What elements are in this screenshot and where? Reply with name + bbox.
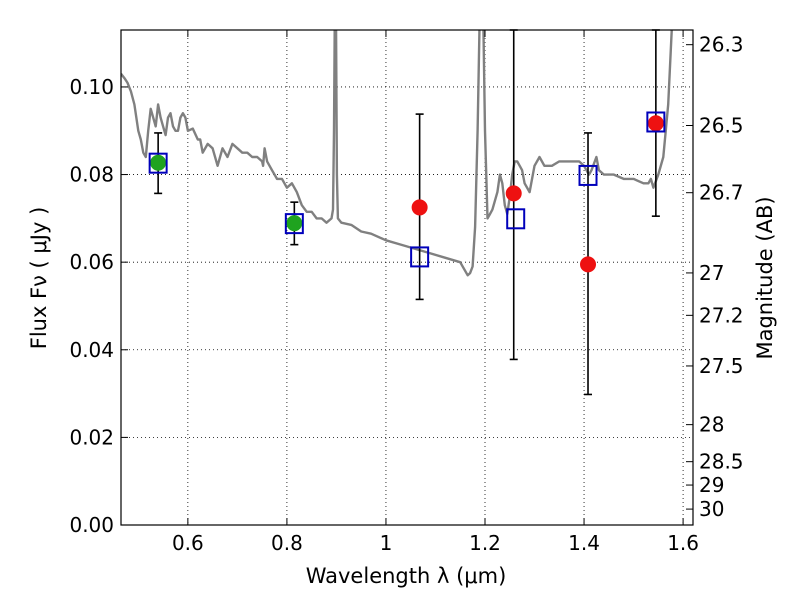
observed-point-red [647,115,664,132]
mag-tick-label: 28.5 [699,450,744,474]
x-tick-label: 1.6 [667,531,699,555]
mag-tick-label: 27.5 [699,354,744,378]
y-tick-label: 0.08 [69,163,114,187]
ticks [121,30,693,526]
observed-point-red [411,199,428,216]
model-photometry-square [148,152,168,174]
series-layer [121,30,673,277]
mag-tick-label: 30 [699,497,724,521]
y-tick-label: 0.06 [69,250,114,274]
observed-point-green [150,154,167,171]
y-tick-label: 0.02 [69,425,114,449]
mag-tick-label: 28 [699,413,724,437]
mag-tick-label: 26.3 [699,33,744,57]
plot-frame [120,29,694,526]
model-photometry-square [284,213,304,235]
observed-point-red [580,256,597,273]
x-tick-label: 1.4 [568,531,600,555]
y-tick-label: 0.00 [69,513,114,537]
template-spectrum-line [121,30,673,277]
mag-tick-label: 26.5 [699,113,744,137]
x-tick-label: 0.6 [172,531,204,555]
x-tick-label: 1.2 [469,531,501,555]
y-tick-label: 0.04 [69,338,114,362]
observed-point-red [505,185,522,202]
mag-tick-label: 26.7 [699,181,744,205]
y-axis-label-left: Flux Fν ( μJy ) [27,207,51,350]
y-axis-label-right: Magnitude (AB) [753,196,777,359]
tick-labels: 0.6 0.8 1 1.2 1.4 1.6 0.00 0.02 0.04 0.06 0.08 0.10… [69,33,743,555]
observed-point-green [286,215,303,232]
mag-tick-label: 27.2 [699,303,744,327]
mag-tick-label: 27 [699,261,724,285]
model-photometry-square [506,208,526,230]
x-tick-label: 0.8 [271,531,303,555]
mag-tick-label: 29 [699,473,724,497]
y-tick-label: 0.10 [69,75,114,99]
model-photometry-square [410,246,430,268]
model-photometry-square [646,111,666,133]
model-photometry-square [578,164,598,186]
x-tick-label: 1 [380,531,393,555]
x-axis-label: Wavelength λ (μm) [306,564,507,588]
